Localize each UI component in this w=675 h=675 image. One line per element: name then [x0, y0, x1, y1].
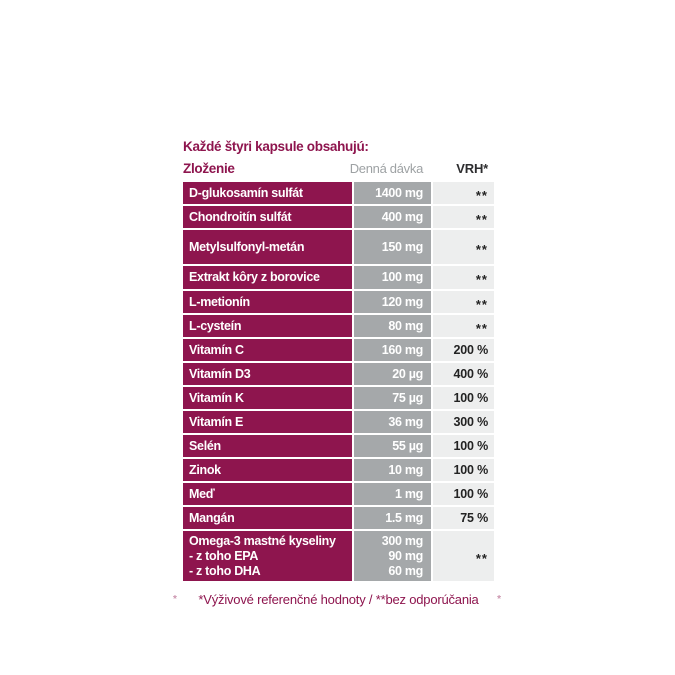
table-header-row: Zloženie Denná dávka VRH* [183, 160, 494, 177]
ingredient-name-cell: Metylsulfonyl-metán [183, 230, 352, 264]
daily-dose-cell: 1400 mg [354, 182, 431, 204]
ingredient-name-cell: Mangán [183, 507, 352, 529]
ingredient-name-cell: Extrakt kôry z borovice [183, 266, 352, 289]
table-row: Zinok 10 mg 100 % [183, 459, 494, 481]
ingredient-name-cell: L-cysteín [183, 315, 352, 337]
daily-dose-cell: 1.5 mg [354, 507, 431, 529]
daily-dose-cell: 80 mg [354, 315, 431, 337]
table-row: Mangán 1.5 mg 75 % [183, 507, 494, 529]
daily-dose-cell: 20 µg [354, 363, 431, 385]
footnote-text: *Výživové referenčné hodnoty / **bez odp… [198, 592, 479, 607]
table-row: Vitamín K 75 µg 100 % [183, 387, 494, 409]
ingredient-name-cell: Zinok [183, 459, 352, 481]
daily-dose-cell: 100 mg [354, 266, 431, 289]
table-row: Selén 55 µg 100 % [183, 435, 494, 457]
vrh-value-cell: 400 % [433, 363, 494, 385]
table-row: Meď 1 mg 100 % [183, 483, 494, 505]
vrh-value-cell: ** [433, 206, 494, 228]
vrh-value-cell: 100 % [433, 459, 494, 481]
daily-dose-cell: 55 µg [354, 435, 431, 457]
vrh-value-cell: 300 % [433, 411, 494, 433]
ingredient-name-cell: Vitamín K [183, 387, 352, 409]
table-row: Extrakt kôry z borovice 100 mg ** [183, 266, 494, 289]
vrh-value-cell: 100 % [433, 387, 494, 409]
vrh-value-cell: ** [433, 315, 494, 337]
vrh-value-cell: ** [433, 182, 494, 204]
ingredient-name-cell: Meď [183, 483, 352, 505]
table-row: Vitamín D3 20 µg 400 % [183, 363, 494, 385]
ingredient-name-cell: Selén [183, 435, 352, 457]
vrh-value-cell: 75 % [433, 507, 494, 529]
ingredient-name-cell: Omega-3 mastné kyseliny - z toho EPA - z t… [183, 531, 352, 581]
ingredient-name-cell: Vitamín D3 [183, 363, 352, 385]
vrh-value-cell: 100 % [433, 483, 494, 505]
daily-dose-cell: 400 mg [354, 206, 431, 228]
daily-dose-cell: 10 mg [354, 459, 431, 481]
table-row: Metylsulfonyl-metán 150 mg ** [183, 230, 494, 264]
column-header-vrh: VRH* [456, 161, 488, 176]
daily-dose-cell: 75 µg [354, 387, 431, 409]
ingredient-name-cell: Vitamín C [183, 339, 352, 361]
daily-dose-cell: 150 mg [354, 230, 431, 264]
vrh-value-cell: ** [433, 531, 494, 581]
table-row: Omega-3 mastné kyseliny - z toho EPA - z t… [183, 531, 494, 581]
table-row: D-glukosamín sulfát 1400 mg ** [183, 182, 494, 204]
vrh-value-cell: ** [433, 266, 494, 289]
table-row: Vitamín C 160 mg 200 % [183, 339, 494, 361]
faint-asterisk-right: * [497, 594, 501, 605]
column-header-composition: Zloženie [183, 161, 235, 176]
vrh-value-cell: 100 % [433, 435, 494, 457]
table-row: Chondroitín sulfát 400 mg ** [183, 206, 494, 228]
vrh-value-cell: ** [433, 291, 494, 313]
daily-dose-cell: 1 mg [354, 483, 431, 505]
table-body: D-glukosamín sulfát 1400 mg ** Chondroitín … [183, 182, 494, 581]
ingredient-name-cell: Vitamín E [183, 411, 352, 433]
daily-dose-cell: 300 mg 90 mg 60 mg [354, 531, 431, 581]
vrh-value-cell: ** [433, 230, 494, 264]
ingredient-name-cell: Chondroitín sulfát [183, 206, 352, 228]
supplement-facts-panel: Každé štyri kapsule obsahujú: Zloženie D… [173, 138, 501, 608]
ingredient-name-cell: D-glukosamín sulfát [183, 182, 352, 204]
ingredient-name-cell: L-metionín [183, 291, 352, 313]
daily-dose-cell: 160 mg [354, 339, 431, 361]
vrh-value-cell: 200 % [433, 339, 494, 361]
panel-title: Každé štyri kapsule obsahujú: [183, 139, 369, 154]
column-header-daily-dose: Denná dávka [349, 161, 424, 176]
faint-asterisk-left: * [173, 594, 177, 605]
daily-dose-cell: 36 mg [354, 411, 431, 433]
daily-dose-cell: 120 mg [354, 291, 431, 313]
footnote-row: * *Výživové referenčné hodnoty / **bez o… [173, 591, 501, 608]
table-row: L-metionín 120 mg ** [183, 291, 494, 313]
table-row: L-cysteín 80 mg ** [183, 315, 494, 337]
table-row: Vitamín E 36 mg 300 % [183, 411, 494, 433]
